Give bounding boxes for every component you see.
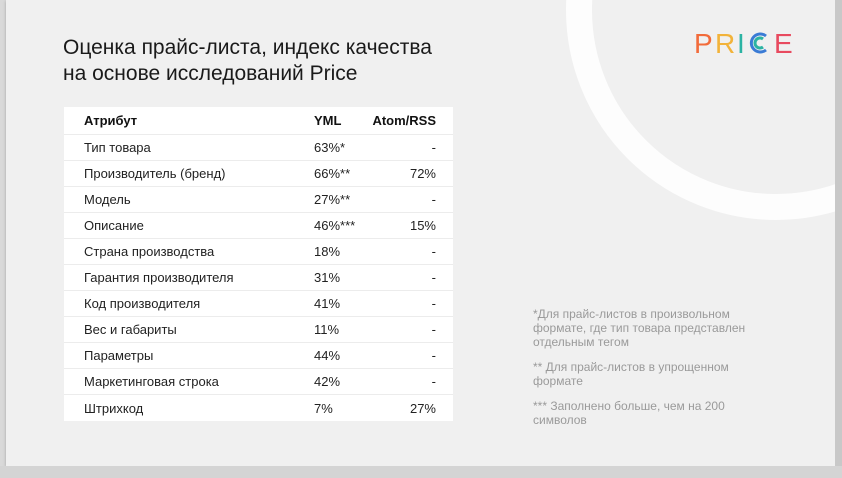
logo-letter-e: E [774, 28, 796, 59]
cell-atom: - [431, 322, 436, 337]
cell-atom: - [431, 374, 436, 389]
table-row: Штрихкод 7% 27% [64, 395, 453, 421]
header-attribute: Атрибут [84, 113, 138, 128]
table-row: Гарантия производителя 31% - [64, 265, 453, 291]
quality-index-table: Атрибут YML Atom/RSS Тип товара 63%* - П… [64, 107, 453, 421]
cell-attribute: Производитель (бренд) [84, 166, 226, 181]
header-atom-rss: Atom/RSS [372, 113, 436, 128]
editor-bottom-edge [0, 466, 842, 478]
cell-atom: - [431, 348, 436, 363]
cell-atom: 15% [409, 218, 436, 233]
footnote-2: ** Для прайс-листов в упрощенном формате [533, 360, 729, 388]
cell-attribute: Код производителя [84, 296, 201, 311]
logo-letter-r: R [715, 28, 738, 59]
cell-attribute: Тип товара [84, 140, 151, 155]
cell-yml: 11% [314, 322, 340, 337]
cell-attribute: Маркетинговая строка [84, 374, 219, 389]
cell-yml: 66%** [314, 166, 351, 181]
cell-yml: 42% [314, 374, 341, 389]
footnote-1: *Для прайс-листов в произвольном формате… [533, 307, 746, 349]
cell-yml: 63%* [314, 140, 346, 155]
footnotes: *Для прайс-листов в произвольном формате… [533, 307, 773, 438]
cell-atom: - [431, 244, 436, 259]
table-row: Тип товара 63%* - [64, 135, 453, 161]
table-header-row: Атрибут YML Atom/RSS [64, 107, 453, 135]
cell-yml: 44% [314, 348, 341, 363]
table-row: Код производителя 41% - [64, 291, 453, 317]
logo-letter-c [749, 32, 767, 54]
price-logo: P R I E [692, 26, 798, 60]
cell-attribute: Вес и габариты [84, 322, 177, 337]
table-row: Производитель (бренд) 66%** 72% [64, 161, 453, 187]
cell-attribute: Модель [84, 192, 131, 207]
cell-attribute: Описание [84, 218, 144, 233]
table-row: Модель 27%** - [64, 187, 453, 213]
slide-title: Оценка прайс-листа, индекс качества на о… [63, 35, 563, 87]
slide-title-line-2: на основе исследований Price [63, 62, 358, 85]
table-row: Вес и габариты 11% - [64, 317, 453, 343]
table-row: Маркетинговая строка 42% - [64, 369, 453, 395]
header-yml: YML [314, 113, 342, 128]
cell-atom: 27% [409, 400, 436, 416]
presentation-slide: Оценка прайс-листа, индекс качества на о… [6, 0, 835, 466]
cell-atom: - [431, 270, 436, 285]
cell-yml: 41% [314, 296, 341, 311]
table-row: Описание 46%*** 15% [64, 213, 453, 239]
price-logo-icon: P R I E [694, 28, 796, 59]
cell-attribute: Страна производства [84, 244, 215, 259]
footnote-3: *** Заполнено больше, чем на 200 символо… [533, 399, 725, 427]
cell-attribute: Штрихкод [84, 400, 144, 416]
cell-attribute: Гарантия производителя [84, 270, 234, 285]
cell-yml: 18% [314, 244, 341, 259]
slide-title-line-1: Оценка прайс-листа, индекс качества [63, 36, 432, 59]
cell-atom: 72% [409, 166, 436, 181]
cell-yml: 46%*** [314, 218, 356, 233]
cell-yml: 31% [314, 270, 341, 285]
table-row: Параметры 44% - [64, 343, 453, 369]
cell-yml: 7% [314, 400, 333, 416]
cell-yml: 27%** [314, 192, 351, 207]
cell-atom: - [431, 192, 436, 207]
cell-atom: - [431, 296, 436, 311]
editor-panel-edge [835, 0, 842, 478]
cell-atom: - [431, 140, 436, 155]
logo-letter-p: P [694, 28, 716, 59]
logo-letter-i: I [737, 28, 748, 59]
table-row: Страна производства 18% - [64, 239, 453, 265]
cell-attribute: Параметры [84, 348, 154, 363]
